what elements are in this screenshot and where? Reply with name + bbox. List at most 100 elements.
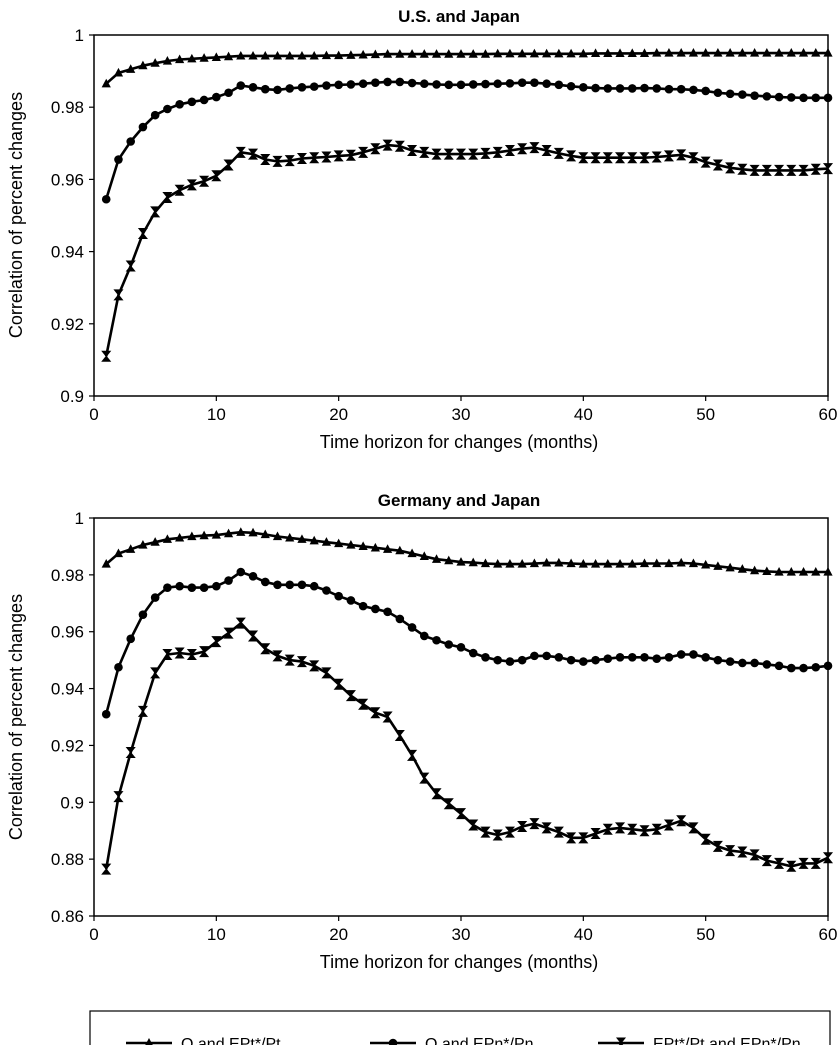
- data-point: [211, 52, 221, 61]
- data-point: [296, 152, 308, 164]
- data-point: [566, 81, 576, 91]
- data-point: [443, 148, 454, 160]
- data-point: [725, 48, 735, 57]
- legend: Q and EPt*/Pt Q and EPn*/Pn EPt*/Pt and …: [89, 1010, 831, 1045]
- series-layer: [101, 527, 834, 875]
- data-point: [382, 139, 393, 151]
- data-point: [529, 558, 539, 568]
- data-point: [566, 655, 576, 665]
- data-point: [358, 698, 369, 710]
- data-point: [492, 146, 503, 158]
- data-point: [603, 84, 613, 93]
- data-point: [236, 50, 246, 60]
- data-point: [627, 84, 637, 93]
- data-point: [591, 655, 600, 665]
- data-point: [480, 49, 491, 58]
- data-point: [579, 83, 588, 92]
- x-tick-label: 40: [574, 405, 593, 424]
- data-point: [481, 79, 490, 89]
- data-point: [799, 93, 808, 103]
- data-point: [517, 820, 528, 832]
- data-point: [750, 48, 760, 57]
- legend-marker-shape: [145, 1038, 153, 1045]
- data-point: [639, 48, 650, 58]
- data-point: [407, 749, 418, 761]
- data-point: [823, 567, 833, 576]
- data-point: [554, 653, 564, 662]
- data-point: [493, 655, 503, 665]
- data-point: [199, 583, 209, 592]
- data-point: [162, 648, 173, 660]
- data-point: [688, 48, 699, 57]
- data-point: [651, 823, 662, 835]
- data-point: [163, 104, 172, 114]
- data-point: [395, 77, 405, 87]
- data-point: [602, 152, 613, 164]
- data-point: [138, 540, 148, 549]
- series-line: [104, 143, 829, 357]
- data-point: [504, 145, 515, 157]
- data-point: [420, 631, 429, 641]
- data-point: [455, 148, 467, 160]
- data-point: [101, 194, 111, 204]
- data-point: [664, 48, 674, 57]
- data-point: [811, 567, 821, 576]
- data-point: [554, 48, 564, 58]
- data-point: [187, 583, 197, 592]
- data-point: [150, 206, 161, 218]
- data-point: [517, 143, 528, 155]
- data-point: [676, 815, 687, 827]
- axis-ticks: 0 10 20 30 40 50 60 0.86 0.88 0.9 0.92 0.94 0.96 0.98…: [51, 509, 837, 944]
- data-point: [798, 857, 809, 869]
- x-axis-label: Time horizon for changes (months): [320, 432, 598, 452]
- data-point: [322, 81, 331, 90]
- y-tick-label: 0.98: [51, 566, 84, 585]
- data-point: [676, 650, 686, 659]
- data-point: [346, 540, 356, 549]
- data-point: [725, 162, 736, 174]
- data-point: [150, 593, 160, 602]
- data-point: [150, 58, 160, 67]
- data-point: [627, 823, 638, 835]
- y-tick-label: 0.86: [51, 907, 84, 926]
- data-point: [810, 857, 821, 869]
- data-point: [150, 110, 160, 120]
- y-axis-label: Correlation of percent changes: [6, 92, 26, 338]
- data-point: [126, 544, 136, 553]
- data-point: [248, 571, 258, 581]
- data-point: [444, 80, 454, 90]
- data-point: [762, 660, 772, 669]
- data-point: [627, 559, 637, 568]
- data-point: [247, 148, 259, 160]
- data-point: [236, 567, 246, 577]
- data-point: [579, 657, 588, 666]
- data-point: [260, 643, 271, 655]
- data-point: [603, 48, 613, 58]
- data-point: [517, 78, 527, 87]
- data-point: [774, 857, 785, 869]
- data-point: [603, 559, 613, 568]
- data-point: [309, 82, 319, 91]
- data-point: [701, 86, 710, 96]
- data-point: [738, 90, 747, 99]
- data-point: [125, 260, 136, 272]
- data-point: [761, 164, 772, 176]
- data-point: [113, 289, 124, 301]
- data-point: [211, 530, 221, 539]
- data-point: [346, 596, 356, 605]
- data-point: [321, 151, 332, 163]
- data-point: [296, 656, 308, 668]
- y-tick-label: 0.92: [51, 736, 84, 755]
- data-point: [725, 845, 736, 857]
- data-point: [811, 48, 821, 57]
- data-point: [529, 818, 540, 830]
- data-point: [370, 542, 380, 552]
- data-point: [603, 654, 613, 664]
- data-point: [138, 60, 148, 70]
- data-point: [712, 159, 723, 171]
- data-point: [383, 544, 393, 553]
- data-point: [615, 653, 625, 662]
- data-point: [737, 564, 747, 573]
- data-point: [480, 147, 491, 159]
- data-point: [358, 541, 368, 551]
